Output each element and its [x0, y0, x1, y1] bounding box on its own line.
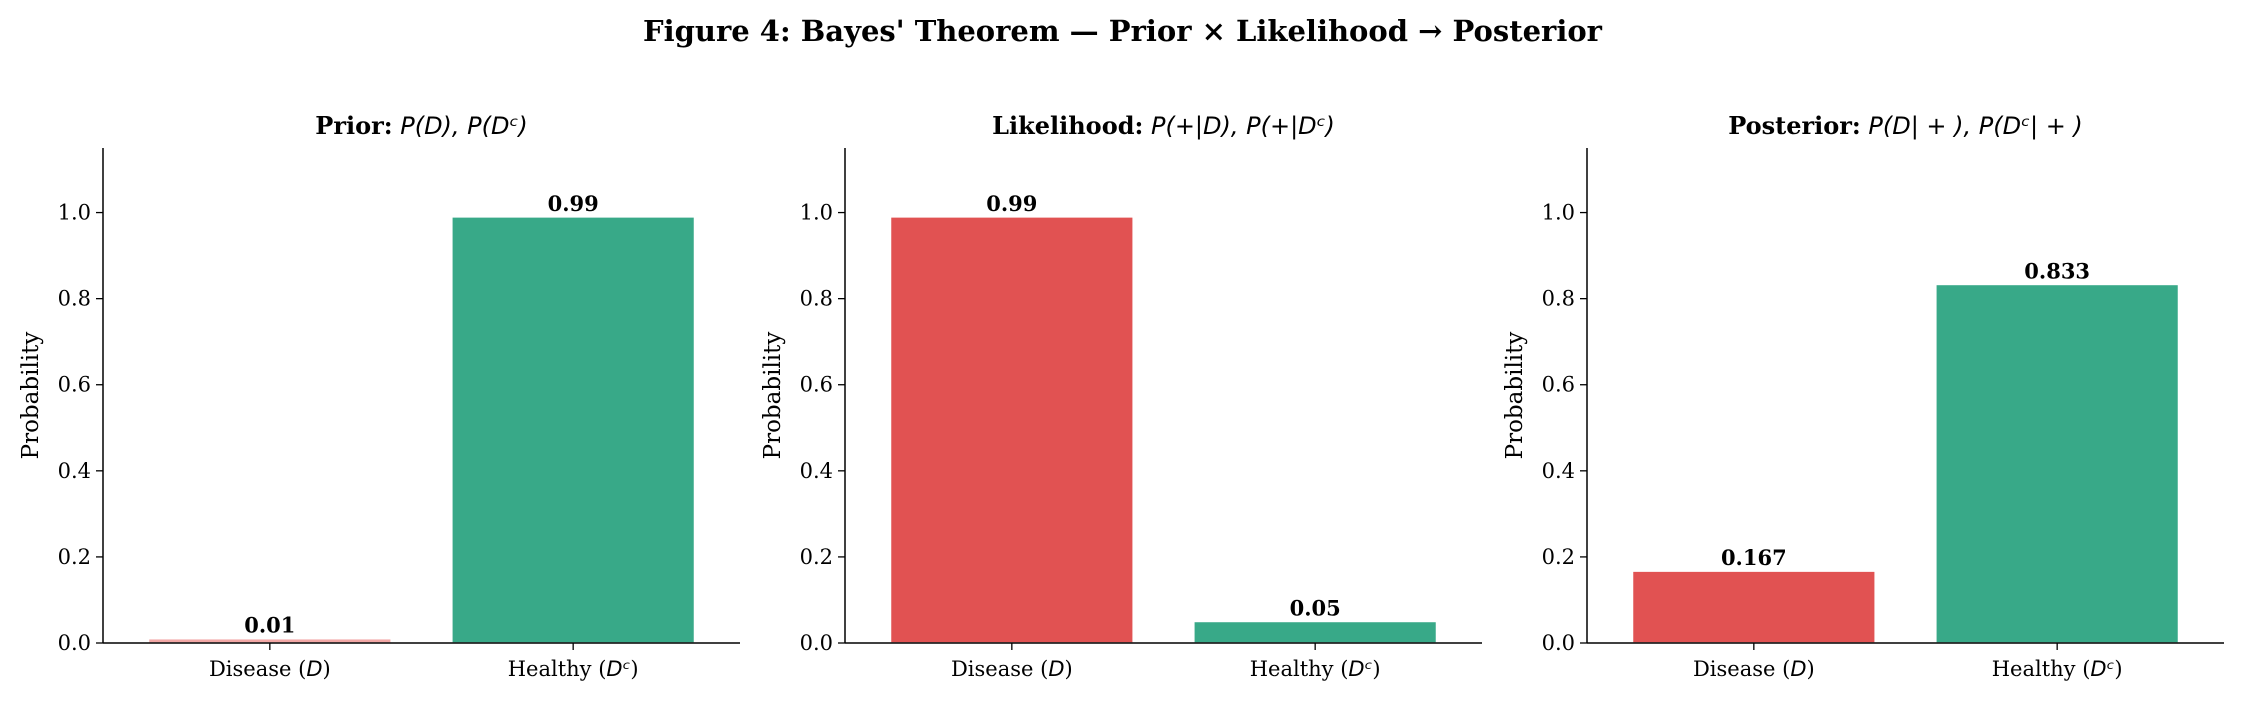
y-tick-label: 0.0 [1542, 631, 1575, 655]
y-tick-label: 1.0 [800, 201, 833, 225]
value-label: 0.05 [1290, 595, 1341, 620]
panel-title-space [1861, 112, 1869, 140]
bar-disease [889, 216, 1134, 644]
panel-3: Posterior: P(D| + ), P(Dᶜ| + ) Probabilit… [1502, 111, 2224, 681]
x-tick-label: Disease (D) [1693, 657, 1815, 681]
x-tick-label-text: ) [2114, 657, 2122, 681]
y-tick-label: 0.6 [800, 373, 833, 397]
x-tick-label-math: D [306, 657, 322, 681]
x-tick-label: Disease (D) [951, 657, 1073, 681]
panel-title-bold: Posterior: [1728, 111, 1861, 140]
panel-title-space [393, 112, 401, 140]
y-tick-label: 0.2 [58, 545, 91, 569]
y-tick-label: 0.8 [58, 287, 91, 311]
panel-title-bold: Prior: [315, 111, 392, 140]
panel-1: Prior: P(D), P(Dᶜ) Probability 0.0 0.2 0.4 0.… [18, 111, 740, 681]
panel-title-math: P(+|D), P(+|Dᶜ) [1151, 112, 1335, 140]
y-tick-label: 0.2 [800, 545, 833, 569]
y-tick-label: 0.8 [800, 287, 833, 311]
y-tick-label: 0.2 [1542, 545, 1575, 569]
figure-title: Figure 4: Bayes' Theorem — Prior × Likel… [643, 14, 1602, 48]
value-label: 0.833 [2024, 258, 2090, 283]
panel-title-bold: Likelihood: [992, 111, 1143, 140]
x-tick-label-text: Disease ( [951, 657, 1048, 681]
x-tick-label: Healthy (Dᶜ) [1250, 657, 1381, 681]
panel-2: Likelihood: P(+|D), P(+|Dᶜ) Probability 0.… [760, 111, 1482, 681]
panel-title: Likelihood: P(+|D), P(+|Dᶜ) [992, 111, 1335, 140]
x-tick-label-text: ) [1064, 657, 1072, 681]
panel-title-math: P(D), P(Dᶜ) [400, 112, 528, 140]
x-tick-label-text: ) [1372, 657, 1380, 681]
y-tick-label: 0.8 [1542, 287, 1575, 311]
x-tick-label: Healthy (Dᶜ) [508, 657, 639, 681]
bar-healthy [1193, 620, 1438, 644]
panel-title: Posterior: P(D| + ), P(Dᶜ| + ) [1728, 111, 2083, 140]
bar-healthy [1935, 283, 2180, 644]
value-label: 0.167 [1721, 545, 1787, 570]
y-tick-label: 0.6 [58, 373, 91, 397]
y-tick-label: 0.4 [800, 459, 833, 483]
x-tick-label-math: Dᶜ [606, 657, 630, 681]
value-label: 0.01 [244, 613, 295, 638]
x-tick-label-text: Healthy ( [508, 657, 607, 681]
x-tick-label-text: ) [630, 657, 638, 681]
x-tick-label-text: ) [322, 657, 330, 681]
y-tick-label: 0.0 [800, 631, 833, 655]
x-tick-label-math: D [1790, 657, 1806, 681]
x-tick-label-text: ) [1806, 657, 1814, 681]
x-tick-label-math: Dᶜ [2090, 657, 2114, 681]
panel-title-math: P(D| + ), P(Dᶜ| + ) [1868, 112, 2082, 140]
y-axis-label: Probability [1502, 332, 1528, 460]
x-tick-label-math: D [1048, 657, 1064, 681]
y-tick-label: 1.0 [1542, 201, 1575, 225]
y-tick-label: 1.0 [58, 201, 91, 225]
panel-title: Prior: P(D), P(Dᶜ) [315, 111, 527, 140]
panel-title-space [1143, 112, 1151, 140]
x-tick-label-text: Disease ( [209, 657, 306, 681]
x-tick-label: Healthy (Dᶜ) [1992, 657, 2123, 681]
y-tick-label: 0.0 [58, 631, 91, 655]
y-axis-label: Probability [760, 332, 786, 460]
value-label: 0.99 [548, 191, 599, 216]
x-tick-label-math: Dᶜ [1348, 657, 1372, 681]
x-tick-label-text: Disease ( [1693, 657, 1790, 681]
bar-healthy [451, 216, 696, 644]
x-tick-label-text: Healthy ( [1992, 657, 2091, 681]
bar-disease [1631, 570, 1876, 644]
y-tick-label: 0.6 [1542, 373, 1575, 397]
y-tick-label: 0.4 [1542, 459, 1575, 483]
y-tick-label: 0.4 [58, 459, 91, 483]
x-tick-label: Disease (D) [209, 657, 331, 681]
y-axis-label: Probability [18, 332, 44, 460]
x-tick-label-text: Healthy ( [1250, 657, 1349, 681]
value-label: 0.99 [986, 191, 1037, 216]
